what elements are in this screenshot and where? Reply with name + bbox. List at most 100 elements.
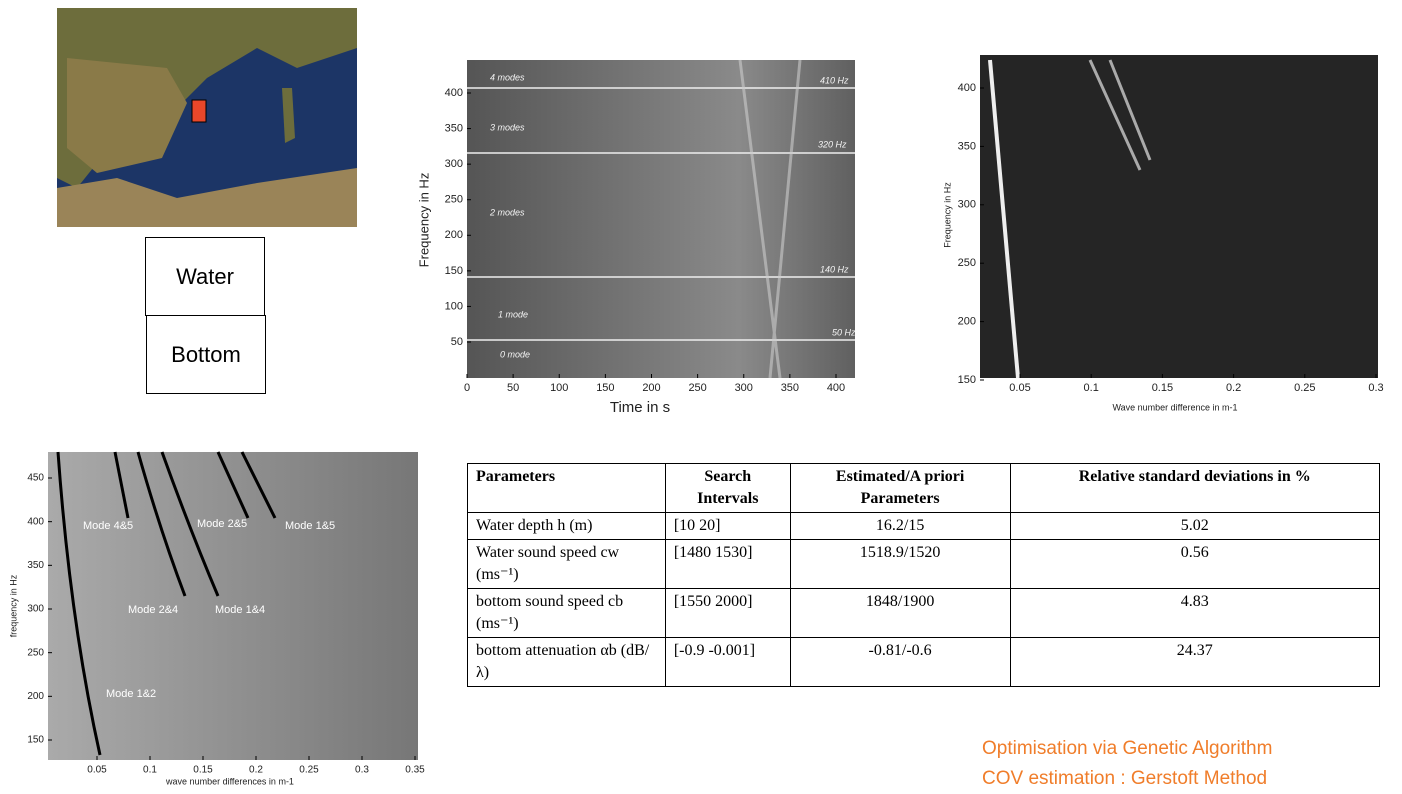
annotation: Mode 1&2: [106, 688, 156, 700]
table-header: Parameters Search Intervals Estimated/A pr…: [467, 463, 1380, 513]
x-axis-label: wave number differences in m-1: [165, 776, 294, 786]
y-tick-label: 300: [445, 158, 463, 170]
x-tick-label: 0.15: [1152, 382, 1173, 394]
annotation: 50 Hz: [832, 327, 856, 337]
table-row: bottom attenuation αb (dB/λ) [-0.9 -0.001…: [467, 637, 1380, 687]
annotation: 0 mode: [500, 349, 530, 359]
y-tick-label: 350: [27, 560, 44, 571]
table-cell: 16.2/15: [789, 512, 1011, 540]
y-axis-label: Frequency in Hz: [942, 182, 952, 248]
y-tick-label: 250: [27, 647, 44, 658]
x-tick-label: 100: [550, 382, 568, 394]
y-tick-label: 100: [445, 300, 463, 312]
table-cell: [1550 2000]: [664, 588, 791, 638]
table-row: Water sound speed cw (ms⁻¹) [1480 1530] 15…: [467, 539, 1380, 589]
y-axis-label: Frequency in Hz: [416, 173, 431, 268]
x-tick-label: 0: [464, 382, 470, 394]
table-cell: [-0.9 -0.001]: [664, 637, 791, 687]
annotation: Mode 2&4: [128, 604, 178, 616]
spectrogram-time: [467, 60, 855, 378]
table-cell: 24.37: [1009, 637, 1380, 687]
header-cell: Estimated/A priori Parameters: [789, 463, 1011, 513]
y-tick-label: 250: [958, 257, 976, 269]
x-tick-label: 250: [688, 382, 706, 394]
bottom-box: Bottom: [146, 315, 266, 394]
table-cell: 0.56: [1009, 539, 1380, 589]
header-cell: Parameters: [467, 463, 666, 513]
x-tick-label: 200: [642, 382, 660, 394]
table-row: bottom sound speed cb (ms⁻¹) [1550 2000] 1…: [467, 588, 1380, 638]
x-tick-label: 0.05: [87, 765, 107, 776]
note: Optimisation via Genetic Algorithm: [982, 738, 1273, 759]
table-cell: Water sound speed cw (ms⁻¹): [467, 539, 666, 589]
parameter-table: Parameters Search Intervals Estimated/A pr…: [467, 463, 1380, 687]
annotation: 2 modes: [489, 207, 525, 217]
x-tick-label: 300: [735, 382, 753, 394]
note: COV estimation : Gerstoft Method: [982, 768, 1268, 789]
x-tick-label: 0.1: [143, 765, 157, 776]
annotation: 140 Hz: [820, 264, 849, 274]
table-cell: [1480 1530]: [664, 539, 791, 589]
annotation: 1 mode: [498, 309, 528, 319]
x-tick-label: 0.25: [1294, 382, 1315, 394]
y-tick-label: 400: [27, 516, 44, 527]
header-cell: Relative standard deviations in %: [1009, 463, 1380, 513]
y-tick-label: 350: [958, 140, 976, 152]
table-cell: Water depth h (m): [467, 512, 666, 540]
x-tick-label: 0.35: [405, 765, 425, 776]
y-tick-label: 300: [958, 199, 976, 211]
table-cell: bottom sound speed cb (ms⁻¹): [467, 588, 666, 638]
table-cell: -0.81/-0.6: [789, 637, 1011, 687]
y-tick-label: 150: [958, 374, 976, 386]
y-tick-label: 200: [445, 229, 463, 241]
x-tick-label: 0.3: [1368, 382, 1383, 394]
table-cell: bottom attenuation αb (dB/λ): [467, 637, 666, 687]
x-tick-label: 0.3: [355, 765, 369, 776]
table-row: Water depth h (m) [10 20] 16.2/15 5.02: [467, 512, 1380, 540]
y-tick-label: 250: [445, 194, 463, 206]
table-cell: 1848/1900: [789, 588, 1011, 638]
x-tick-label: 0.25: [299, 765, 319, 776]
x-tick-label: 0.2: [249, 765, 263, 776]
y-tick-label: 450: [27, 473, 44, 484]
mode-plot: [48, 452, 418, 760]
y-tick-label: 50: [451, 336, 463, 348]
y-tick-label: 200: [27, 691, 44, 702]
annotation: Mode 2&5: [197, 518, 247, 530]
annotation: 4 modes: [490, 72, 525, 82]
x-tick-label: 350: [781, 382, 799, 394]
x-axis-label: Time in s: [610, 399, 670, 416]
annotation: Mode 4&5: [83, 520, 133, 532]
header-cell: Search Intervals: [664, 463, 791, 513]
x-tick-label: 0.05: [1009, 382, 1030, 394]
y-tick-label: 200: [958, 316, 976, 328]
annotation: 320 Hz: [818, 139, 847, 149]
x-axis-label: Wave number difference in m-1: [1112, 402, 1237, 412]
y-tick-label: 350: [445, 122, 463, 134]
spectrogram-wavenumber: [980, 55, 1378, 378]
table-cell: 4.83: [1009, 588, 1380, 638]
y-tick-label: 400: [958, 82, 976, 94]
x-tick-label: 150: [596, 382, 614, 394]
y-tick-label: 150: [27, 735, 44, 746]
table-cell: [10 20]: [664, 512, 791, 540]
table-body: Water depth h (m) [10 20] 16.2/15 5.02 Water…: [467, 512, 1380, 687]
y-axis-label: frequency in Hz: [8, 574, 18, 637]
annotation: 3 modes: [490, 122, 525, 132]
annotation: 410 Hz: [820, 75, 849, 85]
y-tick-label: 400: [445, 87, 463, 99]
annotation: Mode 1&5: [285, 520, 335, 532]
x-tick-label: 50: [507, 382, 519, 394]
x-tick-label: 0.2: [1226, 382, 1241, 394]
annotation: Mode 1&4: [215, 604, 265, 616]
x-tick-label: 400: [827, 382, 845, 394]
x-tick-label: 0.15: [193, 765, 213, 776]
y-tick-label: 150: [445, 265, 463, 277]
table-cell: 5.02: [1009, 512, 1380, 540]
table-cell: 1518.9/1520: [789, 539, 1011, 589]
map: [57, 8, 357, 227]
x-tick-label: 0.1: [1084, 382, 1099, 394]
y-tick-label: 300: [27, 604, 44, 615]
